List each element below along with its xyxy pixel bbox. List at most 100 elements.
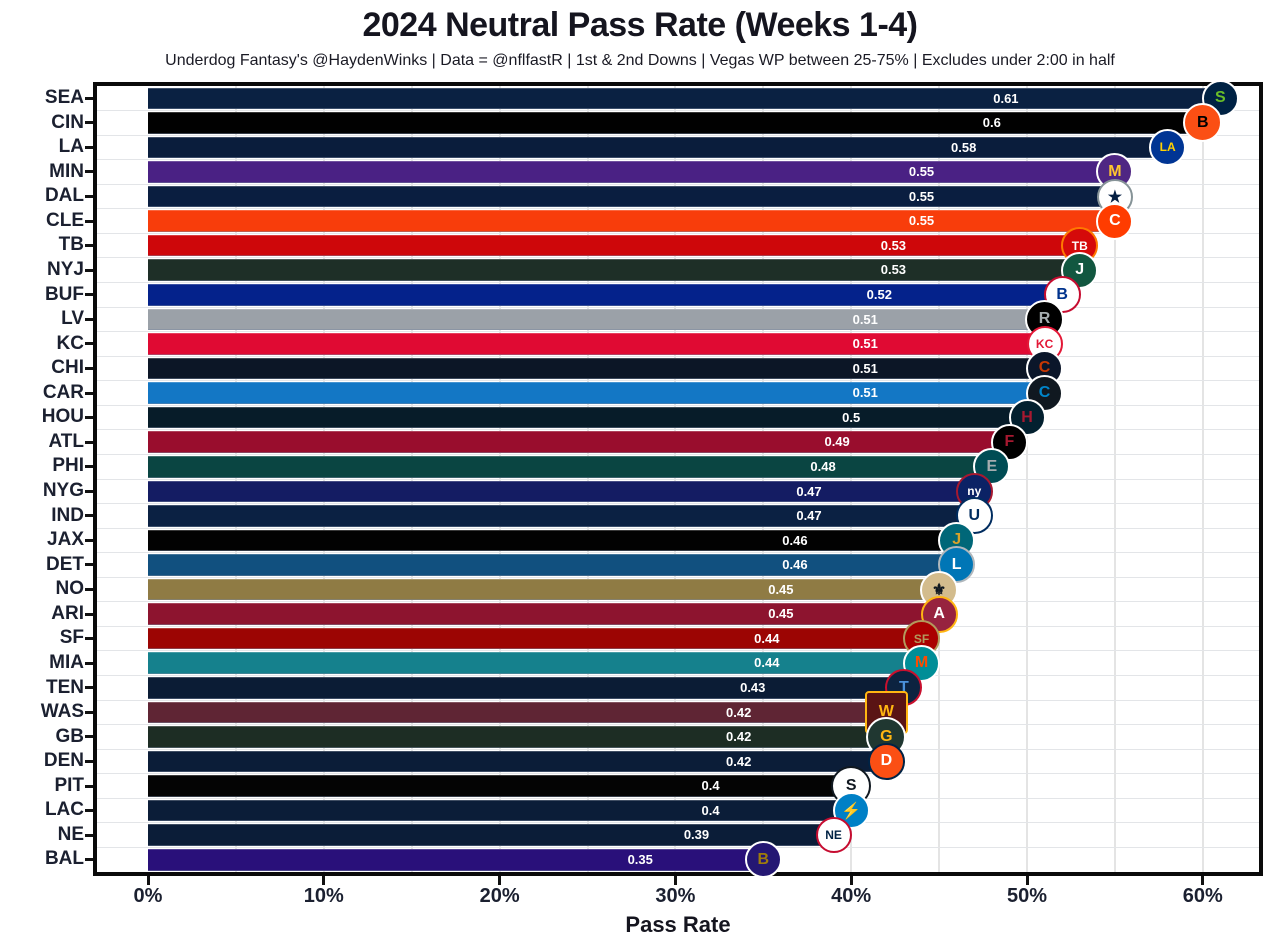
bar-row-det: 0.46 L [97,546,1259,584]
y-tick-label-jax: JAX [47,529,84,551]
bar-value-label: 0.4 [701,802,720,818]
x-axis-tick [1201,876,1205,885]
y-tick-label-atl: ATL [48,430,84,452]
y-axis-tick [85,293,93,297]
bar-phi [148,455,992,478]
bar-atl [148,431,1010,453]
bar-cin [148,112,1203,134]
y-tick-label-lac: LAC [44,799,84,821]
y-tick-label-min: MIN [49,160,84,182]
x-tick-label-60: 60% [1182,885,1223,907]
horizontal-gridline [97,503,1259,505]
y-tick-label-sea: SEA [44,87,84,108]
bar-nyg [148,480,975,503]
x-axis-title: Pass Rate [625,912,731,937]
bar-no [148,578,940,601]
y-tick-label-kc: KC [56,332,84,354]
bar-row-tb: 0.53 TB [97,227,1259,265]
y-tick-label-ten: TEN [46,676,84,698]
bar-pit [148,775,852,797]
bar-row-ind: 0.47 U [97,497,1259,535]
bar-value-label: 0.61 [993,90,1019,106]
bar-cle [148,210,1115,232]
bar-sea [148,87,1221,110]
bar-value-label: 0.42 [726,729,752,745]
bar-ind [148,505,975,527]
bar-row-hou: 0.5 H [97,399,1259,437]
bar-lac [148,799,852,822]
y-tick-label-chi: CHI [51,357,84,379]
horizontal-gridline [97,453,1259,455]
bar-value-label: 0.55 [908,213,935,229]
y-axis-tick [85,858,93,862]
x-tick-label-40: 40% [831,885,872,907]
y-tick-label-la: LA [58,136,84,158]
y-tick-label-sf: SF [59,627,84,649]
bar-min [148,161,1115,183]
bar-ten [148,677,904,699]
bar-value-label: 0.47 [796,508,822,524]
bar-car [148,382,1045,404]
team-logo-ne: NE [815,817,852,854]
y-axis-tick [85,416,93,420]
y-axis-tick [85,809,93,813]
y-axis-tick [85,96,93,100]
bar-gb [148,726,887,748]
horizontal-gridline [97,625,1259,627]
team-logo-la: LA [1149,128,1187,166]
y-axis-tick [85,489,93,493]
horizontal-gridline [97,478,1259,480]
bar-row-la: 0.58 LA [97,128,1259,166]
horizontal-gridline [97,331,1259,333]
horizontal-gridline [97,724,1259,726]
bar-value-label: 0.4 [701,778,720,794]
bar-chi [148,357,1045,380]
y-axis-tick [85,121,93,125]
y-axis-tick [85,612,93,616]
y-tick-label-cin: CIN [51,111,84,133]
bar-value-label: 0.55 [908,164,935,180]
x-tick-label-10: 10% [303,885,344,907]
y-tick-label-tb: TB [58,234,84,256]
y-tick-label-buf: BUF [44,283,84,305]
y-axis-tick [85,833,93,837]
bar-sf [148,627,922,650]
bar-row-lv: 0.51 R [97,299,1259,339]
bar-kc [148,333,1045,355]
team-logo-lac: ⚡ [832,792,870,830]
plot-area: 0.61 S 0.6 B 0.58 LA 0.55 M 0.55 ★ 0.55 C 0.53 TB 0.53… [97,79,1259,879]
bar-buf [148,284,1063,306]
bar-value-label: 0.39 [683,827,710,843]
horizontal-gridline [97,846,1259,848]
y-axis-tick [85,465,93,469]
x-axis-tick [1025,876,1029,885]
y-axis-tick [85,563,93,567]
bar-value-label: 0.49 [824,434,850,450]
bar-value-label: 0.45 [768,581,794,597]
horizontal-gridline [97,601,1259,603]
y-axis-tick [85,759,93,763]
bar-row-phi: 0.48 E [97,448,1259,486]
horizontal-gridline [97,232,1259,234]
bar-jax [148,529,957,552]
y-tick-label-phi: PHI [52,455,84,477]
y-tick-label-ari: ARI [51,602,84,624]
y-tick-label-ne: NE [57,823,84,845]
bar-lv [148,308,1045,331]
horizontal-gridline [97,380,1259,382]
horizontal-gridline [97,699,1259,701]
x-tick-label-0: 0% [133,885,163,907]
bar-value-label: 0.42 [726,704,752,720]
horizontal-gridline [97,183,1259,185]
y-axis-tick [85,686,93,690]
y-axis-tick [85,391,93,395]
horizontal-gridline [97,355,1259,357]
y-axis-tick [85,219,93,223]
y-tick-label-det: DET [46,553,84,575]
horizontal-gridline [97,208,1259,210]
y-axis-tick [85,244,93,248]
horizontal-gridline [97,134,1259,136]
x-axis-tick [146,876,150,885]
x-axis-tick [673,876,677,885]
